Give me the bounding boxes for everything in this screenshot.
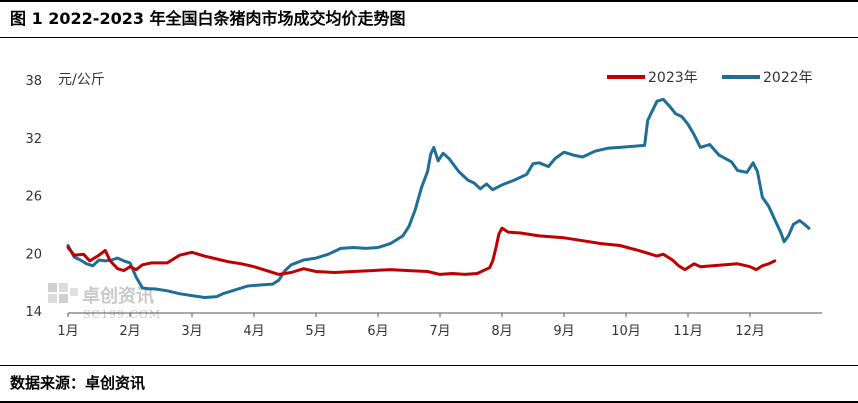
x-tick-label: 9月 — [553, 324, 574, 339]
chart-title: 图 1 2022-2023 年全国白条猪肉市场成交均价走势图 — [0, 0, 858, 38]
y-tick-label: 20 — [25, 247, 42, 262]
y-tick-label: 38 — [25, 74, 42, 89]
x-axis-ticks: 1月 2月 3月 4月 5月 6月 7月 8月 9月 10月 11月 12月 — [57, 313, 765, 339]
x-tick-label: 10月 — [611, 324, 641, 339]
watermark-logo — [48, 283, 78, 303]
legend-label-2022: 2022年 — [763, 70, 813, 86]
x-tick-label: 3月 — [181, 324, 202, 339]
watermark-site: SC199.COM — [83, 308, 161, 321]
x-tick-label: 1月 — [57, 324, 78, 339]
series-layer — [66, 97, 811, 299]
series-line-2023 — [66, 226, 777, 276]
x-tick-label: 4月 — [243, 324, 264, 339]
y-tick-label: 26 — [25, 190, 42, 205]
x-tick-label: 7月 — [429, 324, 450, 339]
x-tick-label: 6月 — [367, 324, 388, 339]
y-axis-unit: 元/公斤 — [58, 72, 105, 88]
x-tick-label: 2月 — [119, 324, 140, 339]
series-line-2022 — [66, 97, 811, 299]
x-tick-label: 8月 — [491, 324, 512, 339]
y-tick-label: 32 — [25, 132, 42, 147]
y-tick-label: 14 — [25, 305, 42, 320]
x-tick-label: 5月 — [305, 324, 326, 339]
legend: 2023年 2022年 — [607, 70, 813, 86]
watermark-brand: 卓创资讯 — [82, 285, 154, 307]
y-axis-ticks: 14 20 26 32 38 — [25, 74, 42, 320]
legend-label-2023: 2023年 — [648, 70, 698, 86]
data-source: 数据来源：卓创资讯 — [0, 365, 858, 403]
x-tick-label: 12月 — [735, 324, 765, 339]
watermark: 卓创资讯 SC199.COM — [48, 283, 161, 321]
x-tick-label: 11月 — [673, 324, 703, 339]
